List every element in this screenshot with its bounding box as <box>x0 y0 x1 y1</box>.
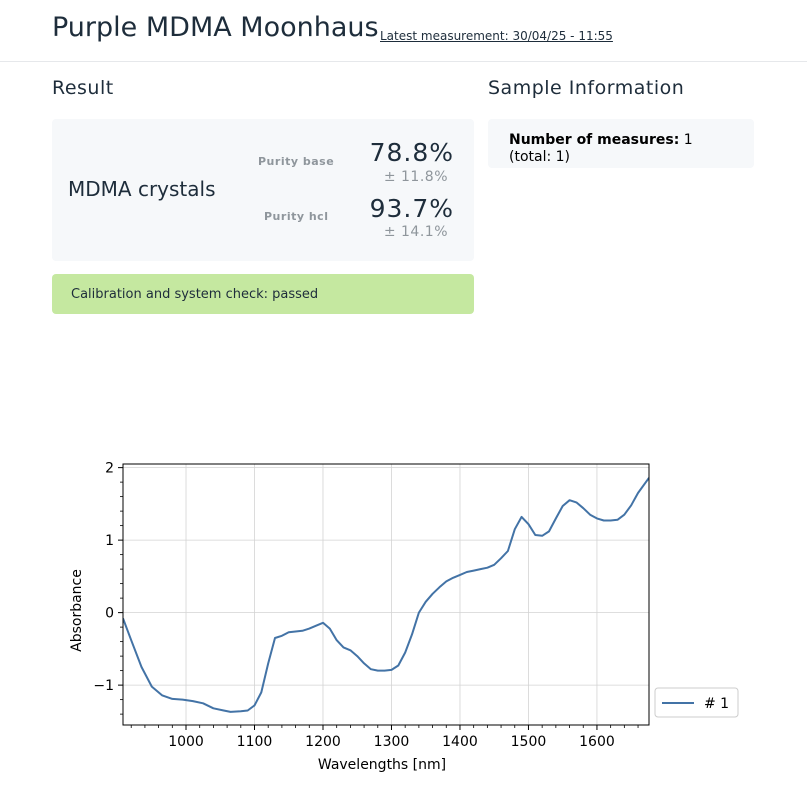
x-tick-label: 1000 <box>168 734 204 750</box>
measures-row: Number of measures: 1 <box>509 132 754 149</box>
latest-measurement-link[interactable]: Latest measurement: 30/04/25 - 11:55 <box>380 29 613 43</box>
measures-value: 1 <box>683 132 693 148</box>
sample-name: MDMA crystals <box>68 177 216 201</box>
result-section-title: Result <box>52 77 114 99</box>
y-tick-label: 1 <box>105 533 114 549</box>
calibration-status-banner: Calibration and system check: passed <box>52 274 474 314</box>
purity-base-label: Purity base <box>258 155 335 168</box>
absorbance-chart: 1000 1100 1200 1300 1400 1500 1600 2 1 0 −1 Wavelen… <box>69 461 739 773</box>
y-tick-label: 2 <box>105 461 114 477</box>
x-tick-label: 1500 <box>511 734 547 750</box>
x-tick-label: 1300 <box>374 734 410 750</box>
series-line-1 <box>123 477 649 713</box>
sample-info-section-title: Sample Information <box>488 77 685 99</box>
purity-hcl-deviation: ± 14.1% <box>383 224 448 240</box>
x-tick-label: 1600 <box>579 734 615 750</box>
purity-hcl-label: Purity hcl <box>264 210 329 223</box>
plot-frame <box>122 463 650 726</box>
result-card: MDMA crystals Purity base 78.8% ± 11.8% … <box>52 119 474 261</box>
y-axis-label: Absorbance <box>69 569 85 652</box>
legend-label: # 1 <box>704 696 729 712</box>
page-title: Purple MDMA Moonhaus <box>52 12 379 43</box>
measures-total: (total: 1) <box>509 149 571 165</box>
x-tick-label: 1400 <box>442 734 478 750</box>
legend-box <box>654 687 739 718</box>
sample-info-card: Number of measures: 1 (total: 1) <box>488 119 754 168</box>
y-tick-label: 0 <box>105 606 114 622</box>
x-tick-label: 1100 <box>237 734 273 750</box>
x-axis-label: Wavelengths [nm] <box>318 757 446 773</box>
y-tick-label: −1 <box>93 678 114 694</box>
x-tick-label: 1200 <box>305 734 341 750</box>
purity-base-value: 78.8% <box>369 138 454 167</box>
measures-label: Number of measures: <box>509 132 680 148</box>
purity-base-deviation: ± 11.8% <box>383 169 448 185</box>
page-header: Purple MDMA Moonhaus Latest measurement:… <box>0 0 807 62</box>
purity-hcl-value: 93.7% <box>369 194 454 223</box>
